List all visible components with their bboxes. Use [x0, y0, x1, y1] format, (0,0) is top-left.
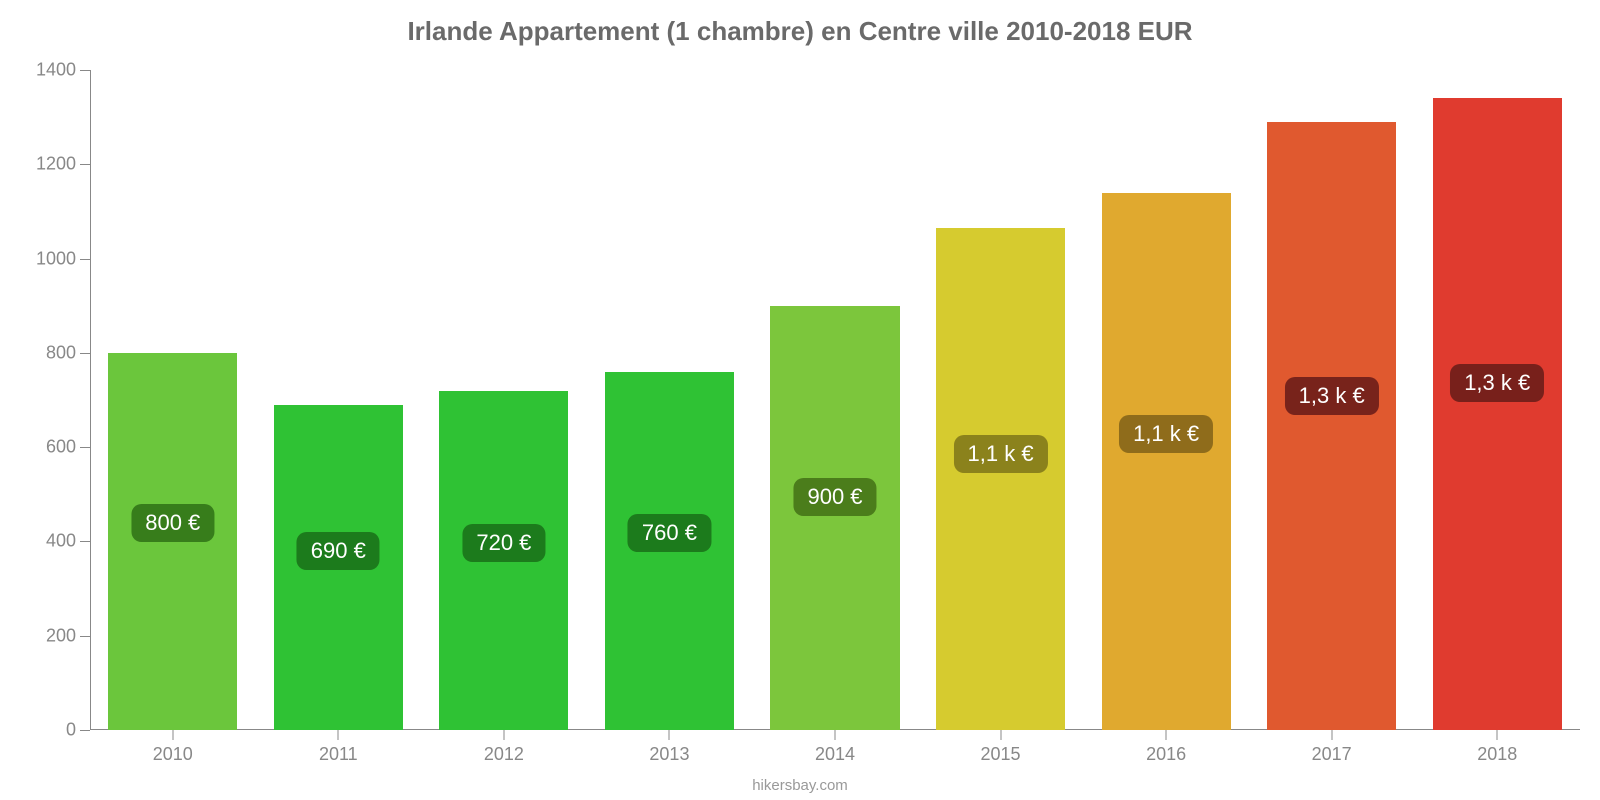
y-tick-label: 1000 [36, 248, 76, 269]
bar [1433, 98, 1562, 730]
y-tick [80, 447, 90, 448]
x-tick [1497, 730, 1498, 740]
x-tick-label: 2016 [1146, 744, 1186, 765]
bar-value-label: 1,3 k € [1450, 364, 1544, 402]
bar-chart: Irlande Appartement (1 chambre) en Centr… [0, 0, 1600, 800]
y-tick-label: 800 [46, 342, 76, 363]
bar [770, 306, 899, 730]
y-tick-label: 400 [46, 531, 76, 552]
bar [936, 228, 1065, 730]
y-tick [80, 353, 90, 354]
bar-value-label: 760 € [628, 514, 711, 552]
y-tick [80, 70, 90, 71]
x-tick-label: 2010 [153, 744, 193, 765]
bar [1102, 193, 1231, 730]
plot-area: 02004006008001000120014002010800 €201169… [90, 70, 1580, 730]
x-tick [835, 730, 836, 740]
y-tick [80, 541, 90, 542]
y-tick-label: 600 [46, 437, 76, 458]
chart-title: Irlande Appartement (1 chambre) en Centr… [0, 16, 1600, 47]
y-tick-label: 200 [46, 625, 76, 646]
x-tick-label: 2017 [1312, 744, 1352, 765]
bar-value-label: 690 € [297, 532, 380, 570]
y-tick [80, 259, 90, 260]
x-tick [1000, 730, 1001, 740]
bar-value-label: 800 € [131, 504, 214, 542]
bar-value-label: 720 € [462, 524, 545, 562]
bar [1267, 122, 1396, 730]
x-tick [172, 730, 173, 740]
y-tick [80, 636, 90, 637]
x-tick [1166, 730, 1167, 740]
x-tick-label: 2011 [319, 744, 358, 765]
y-tick [80, 164, 90, 165]
bar-value-label: 1,1 k € [1119, 415, 1213, 453]
x-tick [503, 730, 504, 740]
x-tick-label: 2018 [1477, 744, 1517, 765]
y-axis-line [90, 70, 91, 730]
bar-value-label: 1,3 k € [1285, 377, 1379, 415]
y-tick-label: 1400 [36, 60, 76, 81]
credit-text: hikersbay.com [0, 777, 1600, 794]
x-tick-label: 2013 [649, 744, 689, 765]
bar-value-label: 900 € [793, 478, 876, 516]
x-tick [338, 730, 339, 740]
y-tick-label: 0 [66, 720, 76, 741]
x-tick [1331, 730, 1332, 740]
x-tick-label: 2012 [484, 744, 524, 765]
x-tick-label: 2014 [815, 744, 855, 765]
bar-value-label: 1,1 k € [954, 435, 1048, 473]
x-tick [669, 730, 670, 740]
x-tick-label: 2015 [981, 744, 1021, 765]
y-tick-label: 1200 [36, 154, 76, 175]
y-tick [80, 730, 90, 731]
